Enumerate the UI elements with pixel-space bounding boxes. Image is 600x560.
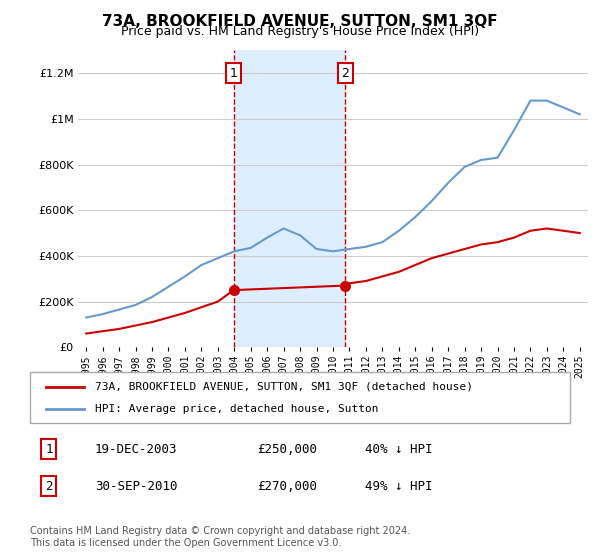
Bar xyxy=(233,50,346,347)
Text: 30-SEP-2010: 30-SEP-2010 xyxy=(95,479,178,493)
Text: 40% ↓ HPI: 40% ↓ HPI xyxy=(365,442,432,456)
Text: £270,000: £270,000 xyxy=(257,479,317,493)
Text: HPI: Average price, detached house, Sutton: HPI: Average price, detached house, Sutt… xyxy=(95,404,379,414)
Text: Price paid vs. HM Land Registry's House Price Index (HPI): Price paid vs. HM Land Registry's House … xyxy=(121,25,479,38)
Text: Contains HM Land Registry data © Crown copyright and database right 2024.
This d: Contains HM Land Registry data © Crown c… xyxy=(30,526,410,548)
Text: 19-DEC-2003: 19-DEC-2003 xyxy=(95,442,178,456)
Text: 49% ↓ HPI: 49% ↓ HPI xyxy=(365,479,432,493)
Text: 1: 1 xyxy=(45,442,53,456)
Text: 2: 2 xyxy=(45,479,53,493)
FancyBboxPatch shape xyxy=(30,372,570,423)
Text: £250,000: £250,000 xyxy=(257,442,317,456)
Text: 73A, BROOKFIELD AVENUE, SUTTON, SM1 3QF (detached house): 73A, BROOKFIELD AVENUE, SUTTON, SM1 3QF … xyxy=(95,381,473,391)
Text: 2: 2 xyxy=(341,67,349,80)
Text: 1: 1 xyxy=(230,67,238,80)
Text: 73A, BROOKFIELD AVENUE, SUTTON, SM1 3QF: 73A, BROOKFIELD AVENUE, SUTTON, SM1 3QF xyxy=(102,14,498,29)
